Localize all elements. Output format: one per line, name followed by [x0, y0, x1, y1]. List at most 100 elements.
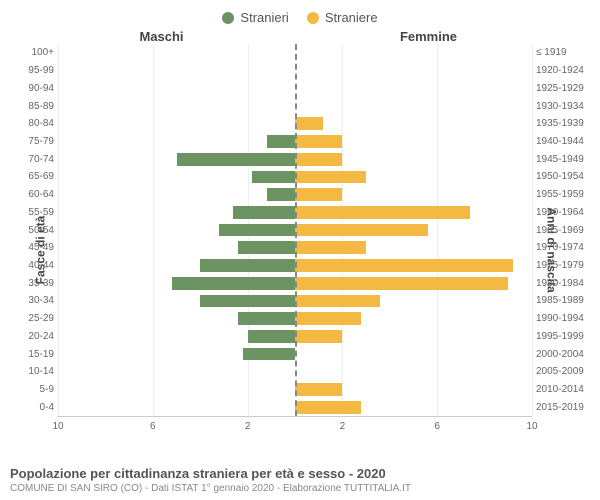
x-tick-label: 6	[434, 421, 440, 432]
bar-male	[238, 312, 295, 325]
bar-male	[243, 348, 295, 361]
birth-year-label: ≤ 1919	[536, 47, 598, 58]
birth-year-label: 1950-1954	[536, 171, 598, 182]
half-male	[58, 97, 295, 115]
bar-female	[295, 117, 323, 130]
bar-female	[295, 153, 342, 166]
bar-male	[219, 224, 295, 237]
age-label: 75-79	[10, 136, 54, 147]
x-axis: 10622610	[58, 416, 532, 444]
x-tick-label: 2	[340, 421, 346, 432]
birth-year-label: 1940-1944	[536, 136, 598, 147]
half-female	[295, 310, 532, 328]
bar-female	[295, 330, 342, 343]
half-male	[58, 150, 295, 168]
half-male	[58, 398, 295, 416]
population-pyramid-chart: Stranieri Straniere Maschi Femmine Fasce…	[0, 0, 600, 500]
x-tick-label: 10	[526, 421, 537, 432]
half-male	[58, 257, 295, 275]
half-female	[295, 221, 532, 239]
age-label: 50-54	[10, 225, 54, 236]
age-label: 40-44	[10, 260, 54, 271]
bar-female	[295, 295, 380, 308]
birth-year-label: 1930-1934	[536, 101, 598, 112]
x-tick-label: 6	[150, 421, 156, 432]
half-female	[295, 97, 532, 115]
age-label: 65-69	[10, 171, 54, 182]
bar-male	[172, 277, 295, 290]
bar-male	[248, 330, 295, 343]
chart-subtitle: COMUNE DI SAN SIRO (CO) - Dati ISTAT 1° …	[10, 483, 590, 494]
half-female	[295, 363, 532, 381]
bar-female	[295, 259, 513, 272]
half-male	[58, 328, 295, 346]
half-female	[295, 257, 532, 275]
legend-swatch-female	[307, 12, 319, 24]
age-label: 85-89	[10, 101, 54, 112]
legend-label-female: Straniere	[325, 10, 378, 25]
bar-male	[200, 259, 295, 272]
birth-year-label: 2005-2009	[536, 366, 598, 377]
half-male	[58, 203, 295, 221]
birth-year-label: 1945-1949	[536, 154, 598, 165]
x-tick-label: 10	[52, 421, 63, 432]
age-label: 60-64	[10, 189, 54, 200]
birth-year-label: 1985-1989	[536, 295, 598, 306]
center-divider	[295, 44, 297, 416]
birth-year-label: 1920-1924	[536, 65, 598, 76]
birth-year-label: 1955-1959	[536, 189, 598, 200]
half-female	[295, 274, 532, 292]
bar-male	[267, 188, 295, 201]
footer: Popolazione per cittadinanza straniera p…	[10, 466, 590, 494]
chart-title: Popolazione per cittadinanza straniera p…	[10, 466, 590, 481]
birth-year-label: 1935-1939	[536, 118, 598, 129]
bar-female	[295, 241, 366, 254]
half-male	[58, 381, 295, 399]
plot-area: 100+≤ 191995-991920-192490-941925-192985…	[58, 44, 532, 444]
half-female	[295, 168, 532, 186]
half-female	[295, 79, 532, 97]
title-male: Maschi	[58, 29, 295, 44]
birth-year-label: 1925-1929	[536, 83, 598, 94]
age-label: 70-74	[10, 154, 54, 165]
bar-female	[295, 383, 342, 396]
bar-male	[200, 295, 295, 308]
legend: Stranieri Straniere	[0, 10, 600, 25]
legend-item-female: Straniere	[307, 10, 378, 25]
bar-female	[295, 224, 428, 237]
age-label: 30-34	[10, 295, 54, 306]
legend-label-male: Stranieri	[240, 10, 288, 25]
age-label: 15-19	[10, 349, 54, 360]
half-female	[295, 328, 532, 346]
age-label: 95-99	[10, 65, 54, 76]
half-female	[295, 62, 532, 80]
half-female	[295, 345, 532, 363]
birth-year-label: 1970-1974	[536, 242, 598, 253]
half-female	[295, 133, 532, 151]
age-label: 25-29	[10, 313, 54, 324]
birth-year-label: 1960-1964	[536, 207, 598, 218]
legend-item-male: Stranieri	[222, 10, 288, 25]
half-female	[295, 115, 532, 133]
half-male	[58, 186, 295, 204]
age-label: 5-9	[10, 384, 54, 395]
age-label: 20-24	[10, 331, 54, 342]
bar-male	[177, 153, 296, 166]
half-male	[58, 239, 295, 257]
half-male	[58, 115, 295, 133]
bar-female	[295, 135, 342, 148]
birth-year-label: 1965-1969	[536, 225, 598, 236]
half-male	[58, 221, 295, 239]
x-tick-label: 2	[245, 421, 251, 432]
half-male	[58, 62, 295, 80]
age-label: 80-84	[10, 118, 54, 129]
birth-year-label: 2015-2019	[536, 402, 598, 413]
half-female	[295, 381, 532, 399]
column-titles: Maschi Femmine	[58, 29, 532, 44]
bar-female	[295, 188, 342, 201]
half-male	[58, 274, 295, 292]
bar-female	[295, 206, 470, 219]
bar-male	[238, 241, 295, 254]
half-male	[58, 168, 295, 186]
birth-year-label: 1975-1979	[536, 260, 598, 271]
